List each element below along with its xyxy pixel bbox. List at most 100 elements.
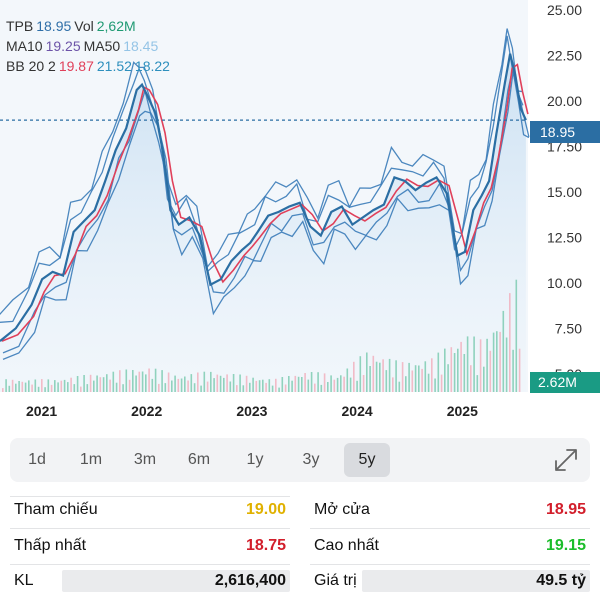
volume-bar (44, 387, 46, 392)
legend-bb-lower: 18.22 (134, 58, 170, 74)
volume-bar (132, 370, 134, 392)
stat-open: Mở cửa 18.95 (310, 495, 590, 525)
divider (310, 564, 590, 565)
volume-bar (216, 374, 219, 392)
timeframe-3m[interactable]: 3m (133, 451, 157, 468)
volume-bar (450, 347, 453, 392)
volume-bar (219, 375, 222, 392)
volume-bar (268, 379, 271, 392)
volume-bar (281, 377, 284, 392)
volume-bar (505, 337, 508, 392)
volume-bar (375, 361, 378, 392)
legend-bb-upper: 21.52 (96, 58, 132, 74)
volume-bar (414, 365, 417, 392)
volume-bar (70, 377, 72, 392)
volume-bar (353, 361, 355, 392)
volume-bar (86, 384, 89, 392)
expand-icon[interactable] (552, 446, 580, 474)
bollinger-band (2, 66, 530, 354)
bollinger-band (0, 28, 523, 316)
stat-volume-bar (62, 570, 290, 592)
volume-bar (440, 374, 443, 392)
volume-bar (297, 376, 300, 392)
volume-bar (122, 384, 124, 392)
volume-bar (119, 370, 121, 392)
volume-bar (262, 379, 264, 392)
volume-bar (226, 374, 228, 392)
stat-high-value: 19.15 (545, 537, 586, 554)
volume-bar (190, 374, 193, 392)
volume-bar (8, 385, 11, 392)
volume-bar (470, 365, 472, 392)
volume-bar (28, 380, 30, 392)
volume-bar (184, 376, 186, 392)
legend-ma50: 18.45 (123, 38, 159, 54)
y-tick-label: 15.00 (547, 184, 582, 200)
timeframe-selector (10, 438, 590, 482)
volume-bar (158, 383, 160, 392)
stat-low: Thấp nhất 18.75 (10, 531, 290, 561)
volume-bar (106, 374, 108, 392)
chart-svg[interactable]: 25.0022.5020.0017.5015.0012.5010.007.505… (0, 0, 600, 430)
legend-ma10-label: MA10 (6, 38, 43, 54)
volume-bar (193, 383, 196, 392)
timeframe-1y[interactable]: 1y (246, 451, 264, 468)
y-tick-label: 10.00 (547, 275, 582, 291)
volume-bar (486, 338, 488, 392)
stat-reference-label: Tham chiếu (14, 501, 98, 518)
volume-bar (5, 379, 7, 392)
x-tick-label: 2021 (26, 403, 57, 419)
volume-bar (242, 385, 245, 392)
volume-bar (206, 381, 209, 392)
timeframe-6m[interactable]: 6m (187, 451, 211, 468)
volume-bar (343, 376, 345, 392)
volume-bar (174, 375, 176, 392)
volume-bar (252, 377, 254, 392)
price-chart[interactable]: 25.0022.5020.0017.5015.0012.5010.007.505… (0, 0, 600, 430)
x-tick-label: 2024 (342, 403, 373, 419)
volume-bar (463, 354, 466, 392)
volume-bar (271, 385, 274, 392)
volume-bar (362, 375, 365, 392)
timeframe-3y[interactable]: 3y (302, 451, 320, 468)
volume-bar (15, 383, 17, 392)
volume-bar (275, 378, 277, 392)
volume-bar (232, 374, 235, 392)
x-tick-label: 2022 (131, 403, 162, 419)
timeframe-1d[interactable]: 1d (28, 451, 46, 468)
volume-bar (11, 379, 14, 392)
x-tick-label: 2023 (236, 403, 267, 419)
volume-bar (258, 380, 261, 392)
volume-bar (154, 368, 157, 392)
bollinger-band (2, 71, 530, 361)
volume-bar (330, 375, 332, 392)
stat-value-bar (362, 570, 590, 592)
volume-bar (346, 368, 349, 392)
timeframe-1m[interactable]: 1m (79, 451, 103, 468)
current-volume-tag: 2.62M (530, 372, 600, 393)
volume-bar (138, 371, 141, 392)
y-tick-label: 25.00 (547, 2, 582, 18)
volume-bar (115, 382, 118, 392)
legend-price: 18.95 (36, 18, 72, 34)
volume-bar (356, 380, 358, 392)
volume-bar (294, 375, 297, 392)
volume-bar (437, 352, 440, 392)
volume-bar (388, 358, 391, 392)
volume-bar (483, 366, 485, 392)
volume-bar (102, 377, 105, 392)
volume-bar (96, 375, 98, 392)
price-line (0, 53, 527, 342)
volume-bar (265, 382, 267, 392)
volume-bar (255, 380, 258, 392)
volume-bar (340, 375, 342, 392)
timeframe-5y[interactable]: 5y (344, 443, 390, 477)
volume-bar (372, 355, 375, 392)
volume-bar (161, 370, 163, 392)
volume-bar (317, 372, 319, 392)
volume-bar (89, 374, 92, 392)
volume-bar (288, 376, 290, 392)
divider (10, 528, 290, 529)
volume-bar (57, 382, 59, 392)
volume-bar (408, 362, 410, 392)
